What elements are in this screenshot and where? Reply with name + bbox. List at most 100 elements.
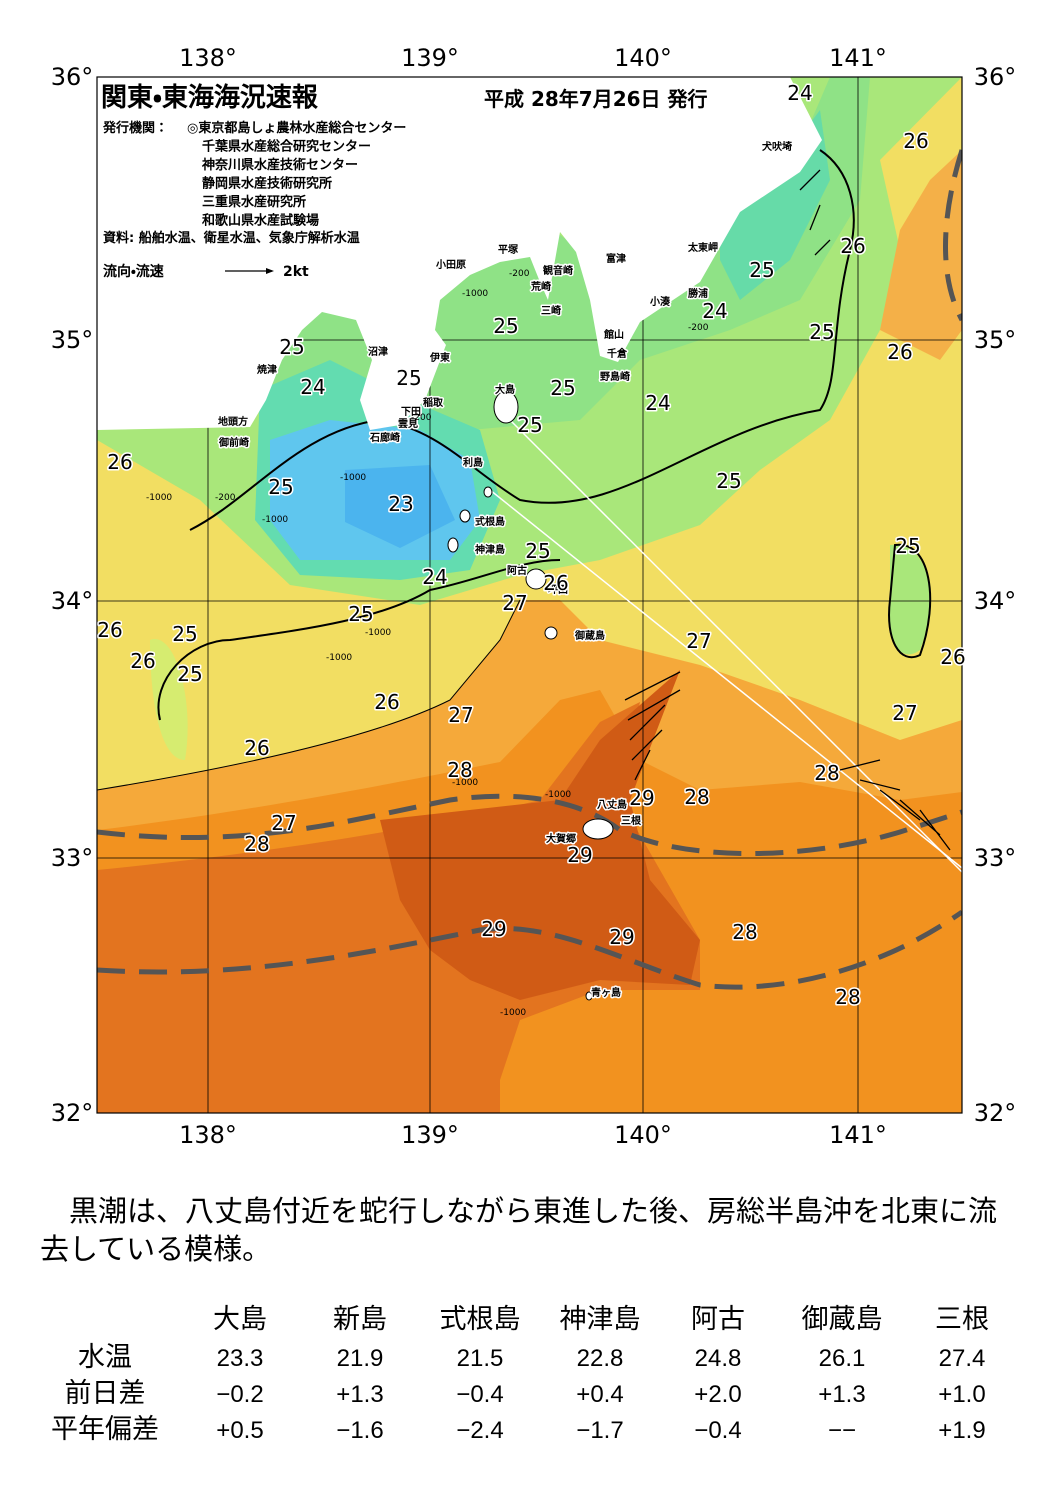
place-name: 伊東 (429, 351, 450, 364)
table-header: 御蔵島 (802, 1304, 883, 1335)
depth-label: -1000 (340, 473, 366, 483)
sea-25-5 (150, 639, 188, 760)
isotherm-label: 29 (629, 786, 654, 810)
island (585, 991, 593, 1001)
legend-scale: 2kt (283, 264, 309, 280)
table-cell: +2.0 (694, 1381, 741, 1408)
isotherm-label: 24 (702, 299, 727, 323)
depth-label: -1000 (146, 493, 172, 503)
sea-22-5 (345, 465, 455, 548)
isotherm-label: 28 (814, 761, 839, 785)
depth-label: -200 (215, 493, 236, 503)
place-name: 石廊崎 (369, 431, 400, 444)
depth-label: -200 (688, 323, 709, 333)
place-name: 地頭方 (218, 415, 248, 428)
table-cell: −− (828, 1417, 856, 1444)
depth-label: -200 (509, 269, 530, 279)
isotherm-label: 24 (645, 391, 670, 415)
latitude-label: 36° (974, 63, 1017, 91)
longitude-label: 141° (829, 44, 887, 72)
place-name: 大賀郷 (546, 832, 576, 845)
depth-label: -1000 (326, 653, 352, 663)
latitude-label: 33° (974, 844, 1017, 872)
place-name: 太東岬 (687, 241, 718, 254)
table-cell: 26.1 (819, 1345, 866, 1372)
ship-track (489, 419, 962, 873)
place-name: 野島崎 (600, 370, 630, 383)
isotherm-label: 25 (716, 469, 741, 493)
isotherms (97, 149, 932, 791)
latitude-label: 34° (51, 587, 94, 615)
depth-label: -200 (411, 413, 432, 423)
island (582, 818, 614, 840)
isotherm-label: 25 (396, 366, 421, 390)
isotherm-label: 28 (835, 985, 860, 1009)
table-cell: +1.9 (938, 1417, 985, 1444)
table-row-label: 平年偏差 (51, 1414, 159, 1445)
isotherm-label: 25 (279, 335, 304, 359)
depth-label: -1000 (500, 1008, 526, 1018)
isotherm-label: 24 (300, 375, 325, 399)
source: 資料: 船舶水温、衛星水温、気象庁解析水温 (103, 230, 360, 246)
isotherm-label: 25 (525, 539, 550, 563)
isotherm-label: 27 (271, 811, 296, 835)
description: 黒潮は、八丈島付近を蛇行しながら東進した後、房総半島沖を北東に流去している模様。 (40, 1194, 998, 1266)
place-name: 犬吠埼 (762, 140, 792, 153)
isotherm-label: 25 (348, 602, 373, 626)
depth-label: -1000 (452, 778, 478, 788)
place-name: 小田原 (435, 258, 466, 271)
place-name: 青ヶ島 (591, 986, 621, 999)
latitude-label: 35° (51, 326, 94, 354)
isotherm-label: 25 (550, 376, 575, 400)
sea-temperature-map (97, 77, 962, 1113)
isotherm (157, 559, 561, 721)
table-cell: 24.8 (695, 1345, 742, 1372)
place-name: 雲見 (398, 418, 418, 430)
isotherm-label: 27 (686, 629, 711, 653)
kuroshio-line (97, 909, 962, 990)
issuer: ◎東京都島しょ農林水産総合センター (187, 120, 406, 136)
table-cell: +1.3 (818, 1381, 865, 1408)
island (447, 537, 459, 553)
isotherm-label: 28 (244, 832, 269, 856)
island (483, 486, 493, 498)
table-row-label: 前日差 (65, 1378, 146, 1409)
latitude-label: 34° (974, 587, 1017, 615)
table-cell: 21.5 (457, 1345, 504, 1372)
place-name: 御蔵島 (574, 629, 605, 642)
depth-label: -1000 (262, 515, 288, 525)
table-cell: −1.6 (336, 1417, 383, 1444)
latitude-label: 35° (974, 326, 1017, 354)
table-cell: +0.4 (576, 1381, 623, 1408)
latitude-label: 32° (974, 1099, 1017, 1127)
table-header: 新島 (333, 1304, 387, 1335)
isotherm-label: 25 (517, 413, 542, 437)
longitude-label: 138° (179, 44, 237, 72)
table-header: 式根島 (440, 1304, 521, 1335)
track-line (489, 489, 962, 869)
place-name: 千倉 (607, 347, 628, 360)
isotherm-label: 26 (940, 645, 965, 669)
table-cell: +1.3 (336, 1381, 383, 1408)
isotherm-label: 25 (809, 320, 834, 344)
sea-27 (880, 150, 962, 360)
place-name: 下田 (401, 406, 421, 418)
isotherm-label: 26 (887, 340, 912, 364)
map-frame (96, 76, 963, 1114)
place-name: 御前崎 (218, 436, 249, 449)
island (544, 626, 558, 640)
place-name: 阿古 (507, 564, 527, 577)
place-name: 館山 (603, 328, 624, 341)
issuer: 和歌山県水産試験場 (202, 213, 319, 229)
isotherm-label: 27 (448, 703, 473, 727)
isotherm-label: 29 (481, 917, 506, 941)
isotherm-label: 28 (447, 758, 472, 782)
longitude-label: 140° (614, 1121, 672, 1149)
table-cell: 22.8 (577, 1345, 624, 1372)
isotherm-label: 29 (567, 843, 592, 867)
issue-date: 平成 28年7月26日 発行 (484, 87, 708, 111)
table-cell: +1.0 (938, 1381, 985, 1408)
island (525, 568, 547, 590)
table-header: 三根 (935, 1304, 989, 1335)
sea-25 (889, 544, 930, 655)
